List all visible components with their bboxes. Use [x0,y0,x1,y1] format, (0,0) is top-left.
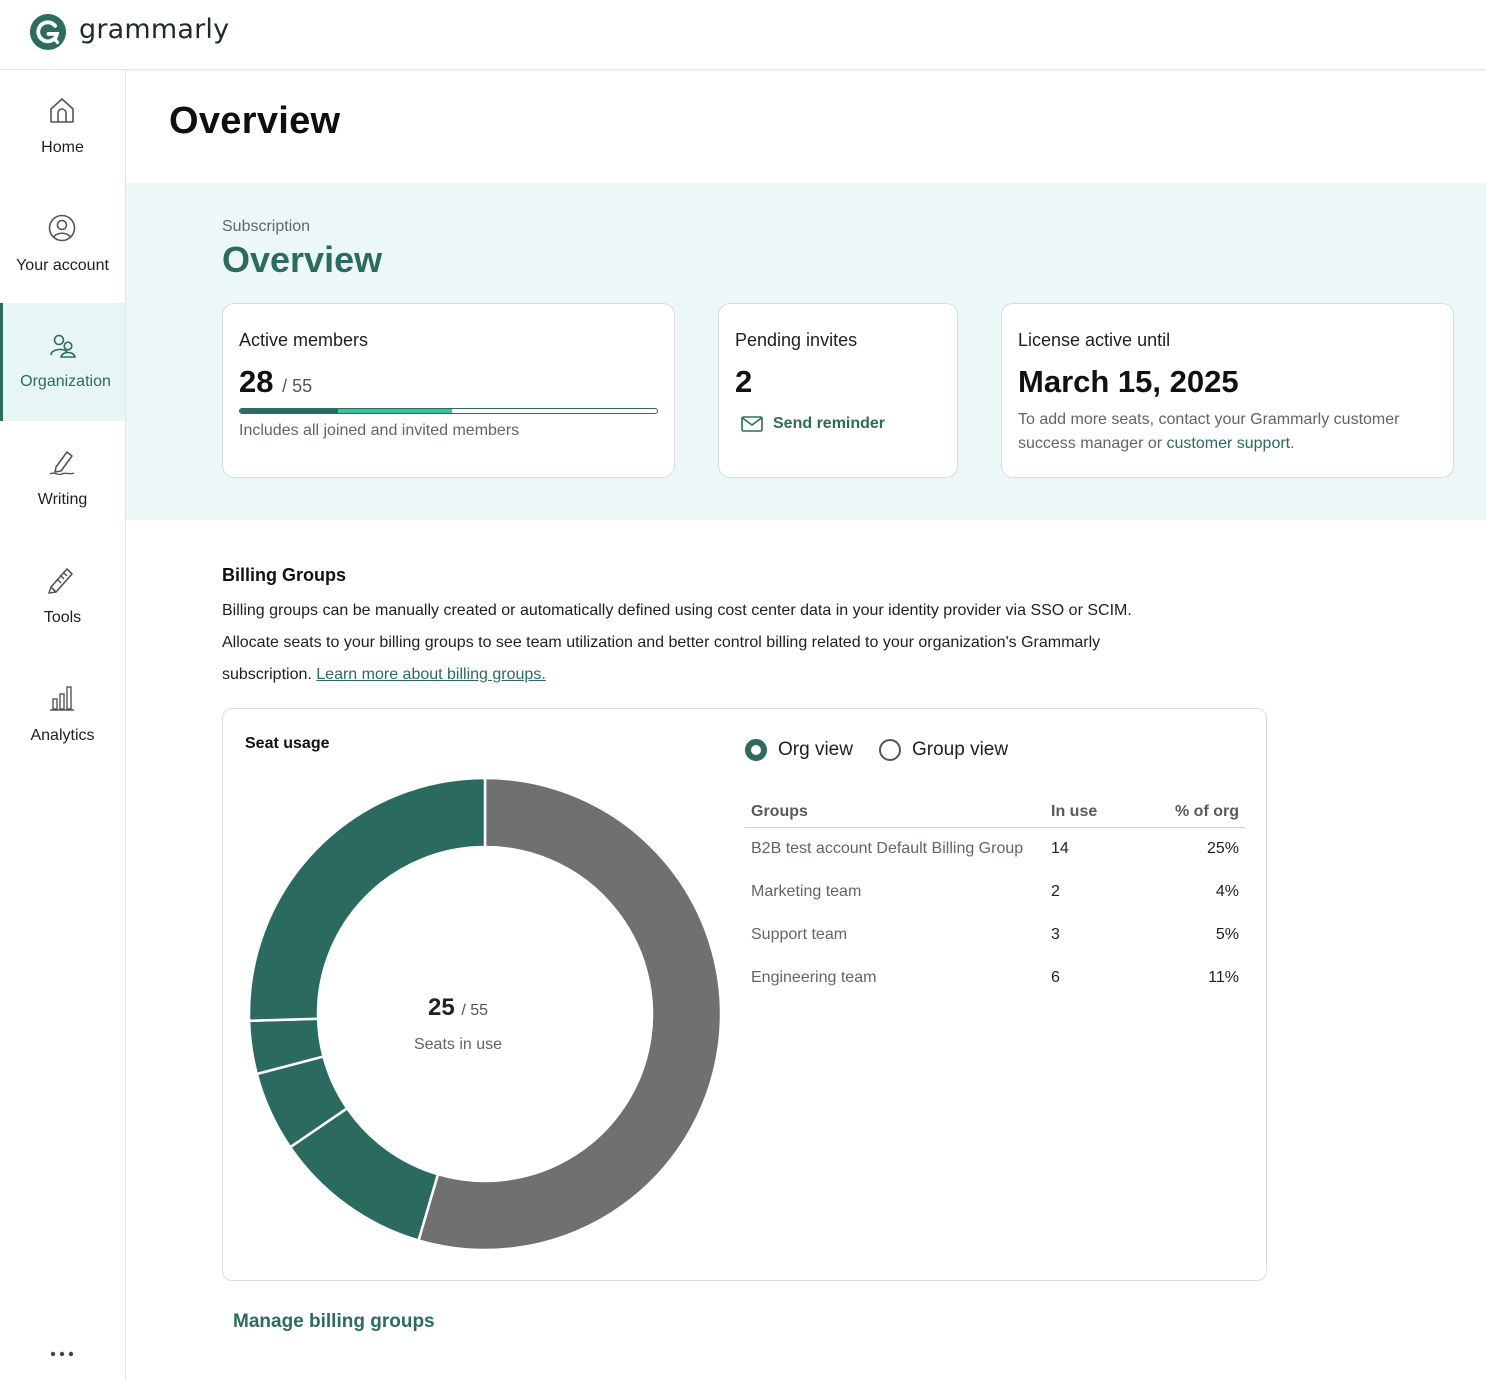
radio-unselected-icon [879,739,901,761]
group-name: Engineering team [751,968,877,986]
column-header-groups: Groups [745,797,1045,828]
radio-selected-icon [745,739,767,761]
table-row: B2B test account Default Billing Group 1… [745,827,1245,870]
org-view-radio[interactable]: Org view [745,739,853,761]
group-view-radio[interactable]: Group view [879,739,1008,761]
license-date: March 15, 2025 [1018,364,1239,399]
pen-icon [49,451,75,476]
sidebar-item-analytics[interactable]: Analytics [0,658,125,776]
column-header-in-use: In use [1045,797,1155,828]
seats-in-use-count: 25 / 55 [353,994,563,1022]
customer-support-link[interactable]: customer support [1166,435,1291,452]
group-name: Marketing team [751,882,862,900]
grammarly-logo-icon[interactable] [29,13,67,51]
segment-unused-seats[interactable] [416,776,723,1252]
mail-icon [741,416,763,432]
group-in-use: 6 [1051,968,1060,986]
subscription-eyebrow: Subscription [222,218,311,235]
group-pct: 25% [1206,839,1239,857]
active-members-label: Active members [239,330,369,350]
active-members-note: Includes all joined and invited members [239,422,520,439]
active-members-progress [239,408,658,414]
table-row: Marketing team 2 4% [745,870,1245,913]
progress-invited-segment [338,409,453,413]
user-circle-icon [48,214,76,242]
table-row: Engineering team 6 11% [745,956,1245,999]
sidebar-item-label: Tools [43,609,82,626]
manage-billing-groups-link[interactable]: Manage billing groups [233,1311,435,1332]
sidebar-item-label: Your account [16,257,109,274]
tools-icon [47,568,73,594]
send-reminder-label: Send reminder [773,415,886,432]
sidebar: Home Your account Organization Writing [0,70,126,1380]
people-icon [50,334,76,358]
segment-default-billing-group[interactable] [247,776,487,1023]
seats-in-use-label: Seats in use [413,1036,503,1053]
billing-groups-description-text: Billing groups can be manually created o… [222,602,1132,683]
active-members-total: / 55 [282,376,313,396]
group-pct: 4% [1215,882,1239,900]
table-row: Support team 3 5% [745,913,1245,956]
progress-joined-segment [240,409,339,413]
license-note: To add more seats, contact your Grammarl… [1018,408,1438,456]
sidebar-item-label: Writing [37,491,88,508]
group-name: B2B test account Default Billing Group [751,839,1024,857]
sidebar-item-your-account[interactable]: Your account [0,188,125,306]
seat-usage-donut-chart [247,776,723,1252]
group-name: Support team [751,925,848,943]
seat-usage-title: Seat usage [245,735,330,752]
table-header-row: Groups In use % of org [745,797,1245,828]
active-members-value: 28 [239,364,274,399]
license-note-text: To add more seats, contact your Grammarl… [1018,411,1400,452]
pending-invites-label: Pending invites [735,330,858,350]
active-members-count: 28 / 55 [239,364,312,400]
group-in-use: 2 [1051,882,1060,900]
sidebar-item-label: Organization [20,373,111,390]
subscription-title: Overview [222,239,383,280]
bar-chart-icon [50,686,74,711]
group-pct: 11% [1208,968,1239,986]
license-label: License active until [1018,330,1171,350]
seats-total: / 55 [461,1002,489,1019]
sidebar-item-label: Analytics [30,727,95,744]
sidebar-item-home[interactable]: Home [0,70,125,188]
sidebar-item-writing[interactable]: Writing [0,422,125,540]
active-members-card: Active members 28 / 55 Includes all join… [222,303,675,478]
top-bar: grammarly [0,0,1486,70]
group-in-use: 3 [1051,925,1060,943]
sidebar-item-label: Home [41,139,84,156]
home-icon [50,98,74,123]
group-in-use: 14 [1051,839,1069,857]
billing-groups-title: Billing Groups [222,565,346,585]
group-pct: 5% [1215,925,1239,943]
seat-usage-card: Seat usage 25 / 55 Seats in use Org view… [222,708,1267,1281]
pending-invites-card: Pending invites 2 Send reminder [718,303,958,478]
more-dots-icon[interactable] [48,1344,78,1364]
sidebar-item-tools[interactable]: Tools [0,540,125,658]
billing-groups-description: Billing groups can be manually created o… [222,595,1132,691]
column-header-pct: % of org [1155,797,1245,828]
license-card: License active until March 15, 2025 To a… [1001,303,1454,478]
send-reminder-button[interactable]: Send reminder [741,412,885,436]
learn-more-link[interactable]: Learn more about billing groups. [316,666,546,683]
pending-invites-count: 2 [735,364,753,399]
page-title: Overview [169,100,341,142]
license-note-end: . [1290,435,1295,452]
brand-name[interactable]: grammarly [79,14,230,45]
group-view-label: Group view [912,739,1009,760]
groups-table: Groups In use % of org B2B test account … [745,797,1245,999]
sidebar-item-organization[interactable]: Organization [0,303,125,421]
org-view-label: Org view [778,739,853,760]
seats-in-use-value: 25 [427,994,455,1021]
